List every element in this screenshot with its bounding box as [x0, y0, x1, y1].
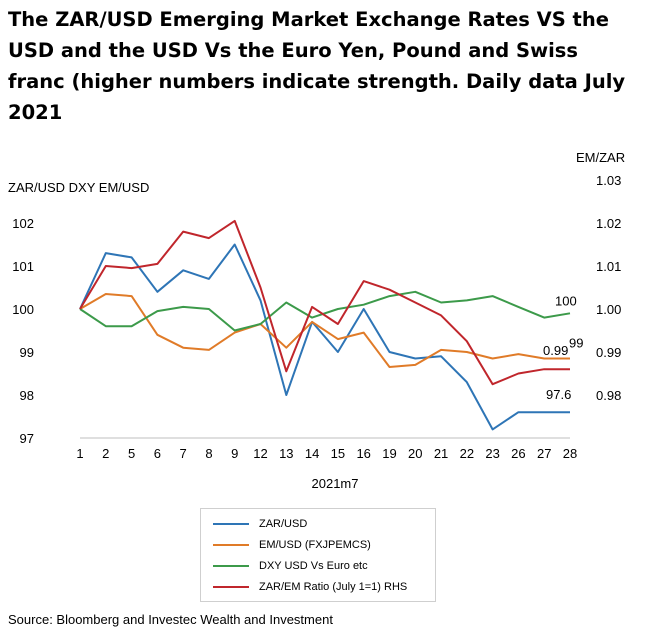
- y-left-tick-label: 99: [20, 345, 34, 360]
- right-axis-label: EM/ZAR: [576, 150, 626, 165]
- legend-swatch: [213, 586, 249, 588]
- x-tick-label: 23: [485, 446, 499, 461]
- x-tick-label: 22: [460, 446, 474, 461]
- x-tick-label: 13: [279, 446, 293, 461]
- x-tick-label: 8: [205, 446, 212, 461]
- left-axis-label: ZAR/USD DXY EM/USD: [8, 180, 150, 195]
- legend-item: EM/USD (FXJPEMCS): [213, 536, 371, 554]
- x-tick-label: 5: [128, 446, 135, 461]
- legend-item: ZAR/EM Ratio (July 1=1) RHS: [213, 578, 407, 596]
- x-tick-label: 6: [154, 446, 161, 461]
- y-right-tick-label: 1.02: [596, 216, 621, 231]
- legend-item: DXY USD Vs Euro etc: [213, 557, 368, 575]
- legend-swatch: [213, 565, 249, 567]
- x-tick-label: 14: [305, 446, 319, 461]
- y-right-tick-label: 1.01: [596, 259, 621, 274]
- y-left-tick-label: 98: [20, 388, 34, 403]
- source-note: Source: Bloomberg and Investec Wealth an…: [8, 612, 333, 627]
- legend-item: ZAR/USD: [213, 515, 307, 533]
- y-right-tick-label: 1.00: [596, 302, 621, 317]
- y-right-tick-label: 0.98: [596, 388, 621, 403]
- legend-label: EM/USD (FXJPEMCS): [259, 539, 371, 551]
- x-tick-label: 26: [511, 446, 525, 461]
- x-tick-label: 19: [382, 446, 396, 461]
- y-left-tick-label: 101: [12, 259, 34, 274]
- data-label: 0.99: [543, 343, 568, 358]
- x-tick-label: 16: [356, 446, 370, 461]
- y-left-tick-label: 97: [20, 431, 34, 446]
- data-label: 100: [555, 293, 577, 308]
- x-tick-label: 1: [76, 446, 83, 461]
- chart-title: The ZAR/USD Emerging Market Exchange Rat…: [8, 8, 626, 124]
- x-tick-label: 21: [434, 446, 448, 461]
- x-tick-label: 2: [102, 446, 109, 461]
- data-label: 99: [569, 335, 583, 350]
- legend-swatch: [213, 523, 249, 525]
- legend-swatch: [213, 544, 249, 546]
- series-line: [79, 290, 571, 332]
- series-line: [79, 219, 570, 386]
- x-tick-label: 27: [537, 446, 551, 461]
- x-tick-label: 12: [253, 446, 267, 461]
- series-line: [79, 243, 570, 431]
- x-tick-label: 28: [563, 446, 577, 461]
- legend-label: ZAR/EM Ratio (July 1=1) RHS: [259, 581, 408, 593]
- x-tick-label: 15: [331, 446, 345, 461]
- legend-label: DXY USD Vs Euro etc: [259, 560, 368, 572]
- chart-legend: ZAR/USD EM/USD (FXJPEMCS) DXY USD Vs Euro …: [200, 508, 436, 602]
- x-tick-label: 20: [408, 446, 422, 461]
- x-tick-label: 9: [231, 446, 238, 461]
- y-right-tick-label: 0.99: [596, 345, 621, 360]
- series-line: [79, 293, 570, 368]
- y-left-tick-label: 102: [12, 216, 34, 231]
- y-right-tick-label: 1.03: [596, 173, 621, 188]
- x-tick-label: 7: [180, 446, 187, 461]
- data-label: 97.6: [546, 387, 571, 402]
- legend-label: ZAR/USD: [259, 518, 308, 530]
- y-left-tick-label: 100: [12, 302, 34, 317]
- x-axis-title: 2021m7: [312, 476, 359, 491]
